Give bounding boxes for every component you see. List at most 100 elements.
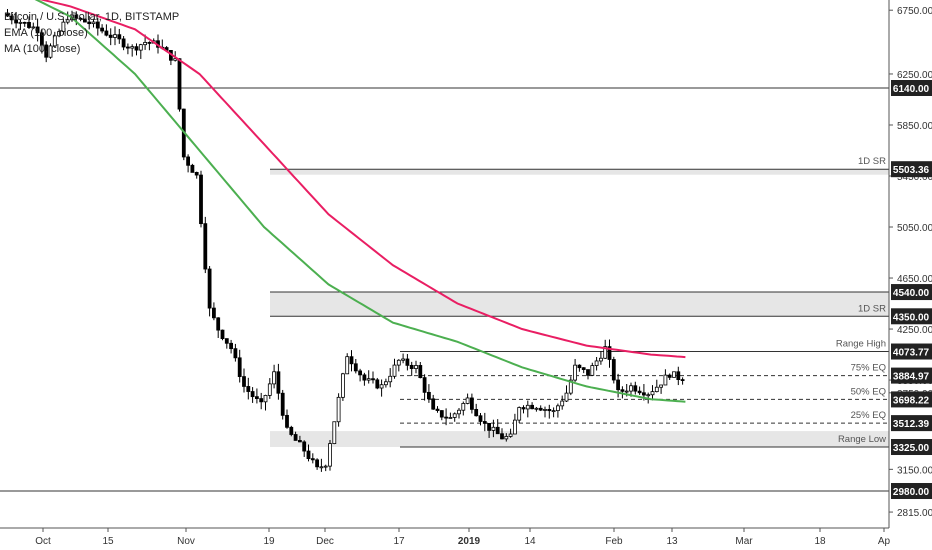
candle-body [672,371,676,378]
candle-body [487,422,492,431]
candle-body [517,407,522,421]
candle-body [620,389,625,392]
candle-body [530,404,534,410]
price-tag [891,161,932,178]
price-tick-label: 6250.00 [897,70,932,81]
candle-body [199,174,203,225]
price-tag [891,415,932,432]
time-tick-label: Feb [605,536,623,547]
sr-zone [270,169,889,175]
candle-body [65,19,70,23]
candle-body [680,379,685,381]
price-tag [891,80,932,96]
sr-zone [270,431,889,448]
ma-legend-label: MA (100, close) [4,43,81,55]
candle-body [83,18,87,23]
chart-legend: Bitcoin / U.S. Dollar, 1D, BITSTAMP EMA … [4,9,179,57]
price-tag-label: 6140.00 [893,84,930,95]
candle-body [297,440,302,443]
candle-body [27,21,31,28]
candle-body [267,383,272,396]
candle-body [629,385,633,392]
candle-body [186,156,191,166]
candle-body [508,433,513,437]
candle-body [263,394,268,403]
candle-body [52,35,57,47]
time-tick-label: Mar [735,536,753,547]
candle-body [607,346,612,360]
candle-body [177,58,182,110]
price-tag [891,483,932,500]
price-tag-label: 5503.36 [893,165,930,176]
candle-body [130,46,135,49]
candle-body [134,46,139,51]
price-tag [891,284,932,301]
candle-body [491,426,496,431]
candle-body [61,21,66,32]
candle-body [44,44,49,58]
candle-body [667,374,672,378]
candle-body [371,378,375,381]
time-tick-label: 2019 [458,536,481,547]
candle-body [353,363,358,372]
price-tag-label: 3325.00 [893,443,930,454]
candle-body [405,358,410,366]
candle-body [513,419,517,435]
candle-body [113,34,117,38]
candle-body [538,407,543,411]
candle-body [439,410,444,418]
level-label: 50% EQ [851,386,886,397]
price-tick-label: 5050.00 [897,223,932,234]
candle-body [246,386,251,392]
candle-body [143,42,148,46]
candle-body [646,394,651,397]
level-label: 25% EQ [851,410,886,421]
candle-body [224,338,229,344]
candle-body [659,384,663,388]
candle-body [121,38,126,48]
candle-body [9,15,14,21]
price-tag [891,367,932,384]
candle-body [547,409,552,412]
candle-body [336,396,341,423]
candle-body [280,392,285,416]
candle-body [573,364,577,381]
price-tag-label: 2980.00 [893,487,930,498]
candle-body [362,374,367,381]
candle-body [564,392,569,402]
level-label: Range Low [838,434,886,445]
candle-body [345,356,350,375]
candle-body [521,407,526,410]
candle-body [654,386,659,393]
candle-body [603,346,608,359]
candle-body [31,26,36,29]
candle-body [289,426,294,435]
candle-body [48,45,53,58]
candle-body [383,381,388,386]
candle-body [586,369,590,376]
candle-body [332,421,337,445]
candle-body [117,34,122,40]
candle-body [401,358,406,361]
candle-body [203,223,208,270]
level-label: 75% EQ [851,363,886,374]
time-tick-label: 19 [263,536,275,547]
level-label: Range High [836,339,886,350]
time-tick-label: 13 [666,536,678,547]
candle-body [543,409,547,411]
candle-body [108,34,113,38]
candle-body [293,434,298,441]
candle-body [220,329,225,340]
candle-body [590,365,595,376]
candle-body [581,367,586,370]
candle-body [482,421,487,424]
candle-body [633,385,638,392]
price-tick-label: 4650.00 [897,274,932,285]
candle-body [375,379,380,389]
candle-body [173,58,178,61]
time-tick-label: 17 [393,536,405,547]
candle-body [452,413,457,418]
candle-body [57,31,61,37]
candle-body [18,21,23,24]
